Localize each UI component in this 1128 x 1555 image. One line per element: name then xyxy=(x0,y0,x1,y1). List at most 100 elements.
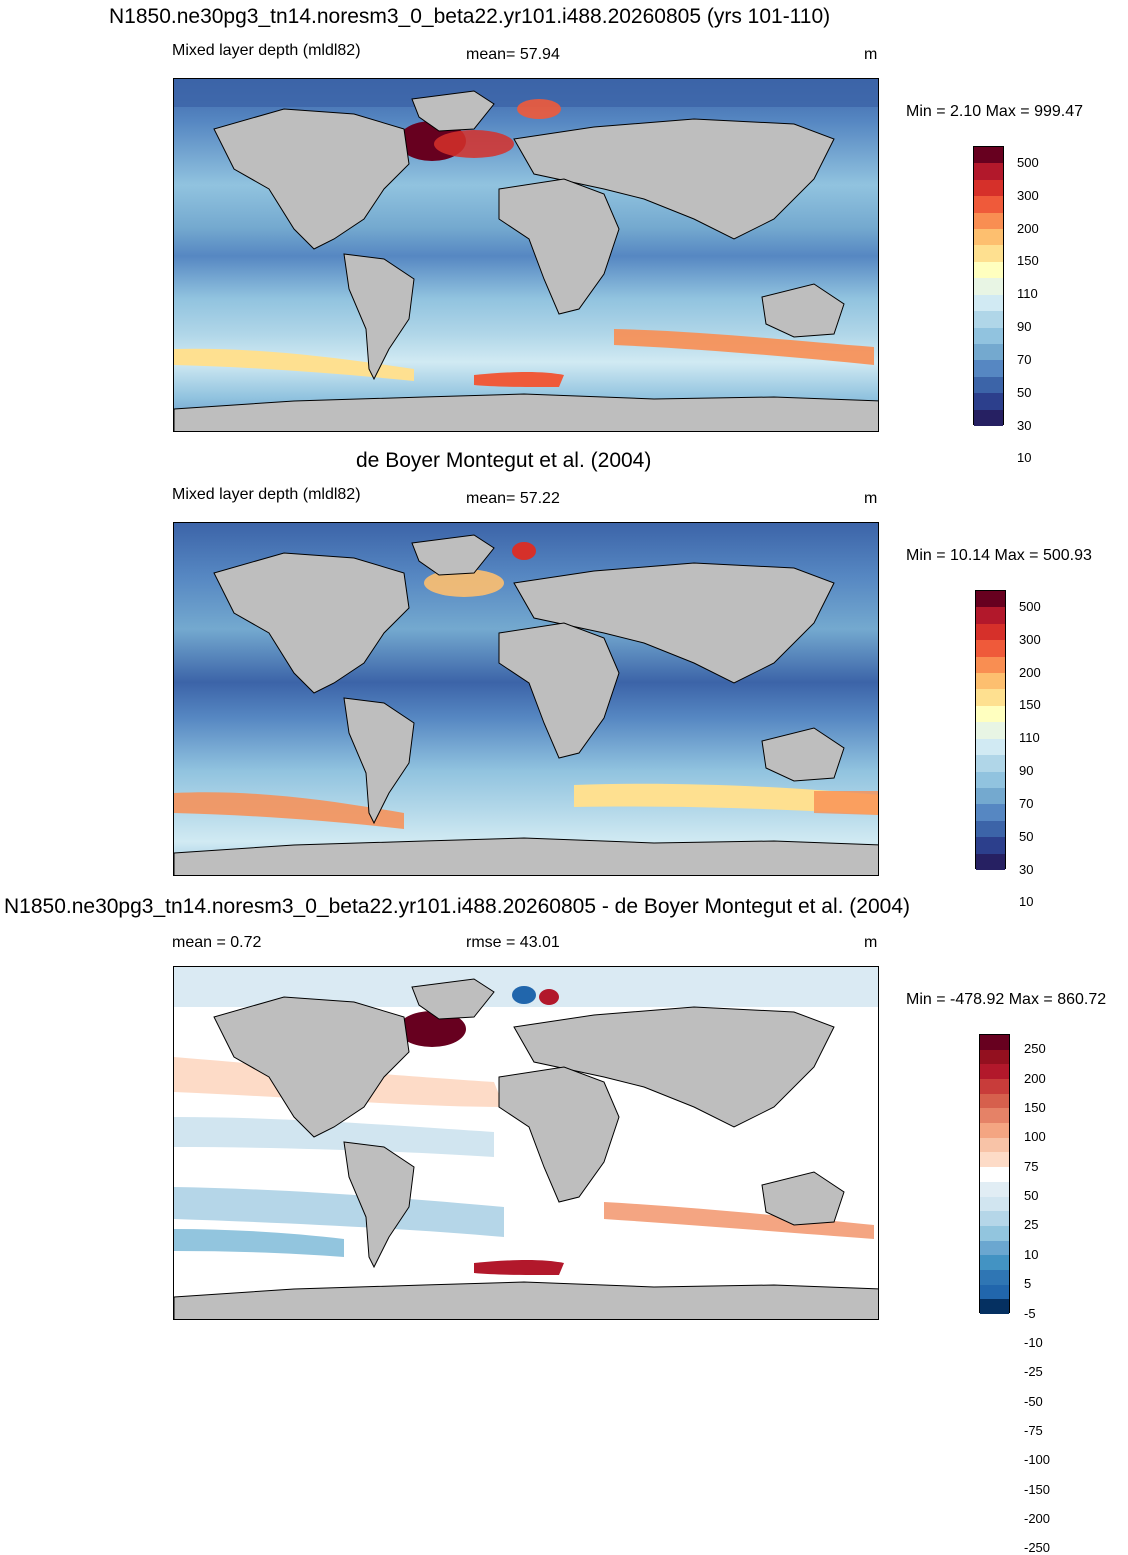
eurasia xyxy=(513,562,835,684)
colorbar-segment xyxy=(976,656,1005,674)
south-pacific-band xyxy=(174,1187,504,1237)
colorbar-segment xyxy=(974,294,1003,312)
panel-3-title: N1850.ne30pg3_tn14.noresm3_0_beta22.yr10… xyxy=(4,895,911,918)
colorbar-tick-label: 50 xyxy=(1024,1188,1039,1204)
colorbar-segment xyxy=(980,1240,1009,1256)
panel-3-mean-label: mean = 0.72 xyxy=(172,934,262,951)
colorbar-tick-label: -25 xyxy=(1024,1364,1043,1380)
panel-1-map xyxy=(173,78,879,432)
panel-3-map xyxy=(173,966,879,1320)
nordic-sea-hotspot xyxy=(517,99,561,119)
colorbar-segment xyxy=(974,393,1003,411)
africa xyxy=(498,1066,620,1203)
australia xyxy=(761,727,845,782)
colorbar-segment xyxy=(974,245,1003,263)
colorbar-tick-label: 50 xyxy=(1017,384,1032,400)
colorbar-segment xyxy=(976,804,1005,822)
colorbar-segment xyxy=(974,278,1003,296)
colorbar-segment xyxy=(980,1152,1009,1168)
colorbar-segment xyxy=(976,722,1005,740)
south-pacific-band xyxy=(174,348,414,381)
colorbar-tick-label: 500 xyxy=(1017,154,1039,170)
panel-1-title: N1850.ne30pg3_tn14.noresm3_0_beta22.yr10… xyxy=(109,5,831,28)
colorbar-segment xyxy=(980,1299,1009,1315)
colorbar-segment xyxy=(980,1137,1009,1153)
colorbar-segment xyxy=(980,1093,1009,1109)
colorbar-segment xyxy=(976,607,1005,625)
colorbar-tick-label: -150 xyxy=(1024,1481,1051,1497)
labrador-sea-hotspot xyxy=(398,1011,466,1047)
south-indian-band xyxy=(604,1202,874,1239)
colorbar-tick-label: -10 xyxy=(1024,1334,1043,1350)
colorbar-segment xyxy=(976,591,1005,608)
south-indian-band xyxy=(614,329,874,365)
panel-3-map-svg xyxy=(174,967,878,1319)
weddell-excess xyxy=(474,1260,564,1275)
colorbar-segment xyxy=(980,1225,1009,1242)
antarctica xyxy=(174,1281,878,1319)
panel-2-title: de Boyer Montegut et al. (2004) xyxy=(356,449,652,472)
colorbar-tick-label: -50 xyxy=(1024,1393,1043,1409)
colorbar-segment xyxy=(974,343,1003,361)
colorbar-segment xyxy=(976,673,1005,690)
colorbar-tick-label: 90 xyxy=(1019,763,1034,779)
colorbar-tick-label: 200 xyxy=(1017,220,1039,236)
panel-2-minmax: Min = 10.14 Max = 500.93 xyxy=(906,547,1092,564)
australia xyxy=(761,283,845,338)
colorbar-segment xyxy=(980,1269,1009,1286)
colorbar-segment xyxy=(980,1196,1009,1212)
colorbar-segment xyxy=(974,196,1003,214)
colorbar-segment xyxy=(980,1108,1009,1124)
panel-2-map-svg xyxy=(174,523,878,875)
panel-1-map-svg xyxy=(174,79,878,431)
panel-3-minmax: Min = -478.92 Max = 860.72 xyxy=(906,991,1107,1008)
weddell-band xyxy=(474,372,564,387)
colorbar-segment xyxy=(974,261,1003,279)
colorbar-segment xyxy=(980,1123,1009,1139)
nordic-sea-deficit xyxy=(512,986,536,1004)
colorbar-segment xyxy=(980,1284,1009,1300)
colorbar-segment xyxy=(980,1049,1009,1065)
eurasia xyxy=(513,118,835,240)
colorbar-segment xyxy=(974,409,1003,427)
colorbar-segment xyxy=(980,1167,1009,1183)
south-america xyxy=(343,697,415,825)
colorbar-tick-label: -100 xyxy=(1024,1452,1051,1468)
colorbar-segment xyxy=(980,1064,1009,1080)
north-america xyxy=(213,996,410,1138)
colorbar-segment xyxy=(974,212,1003,230)
panel-1-minmax: Min = 2.10 Max = 999.47 xyxy=(906,103,1083,120)
colorbar-segment xyxy=(974,179,1003,197)
colorbar-tick-label: 30 xyxy=(1017,417,1032,433)
panel-3-rmse-label: rmse = 43.01 xyxy=(466,934,560,951)
colorbar-segment xyxy=(976,853,1005,871)
greenland xyxy=(411,90,495,132)
colorbar-tick-label: 300 xyxy=(1017,187,1039,203)
southern-band xyxy=(574,783,878,815)
colorbar-tick-label: 150 xyxy=(1017,253,1039,269)
colorbar-segment xyxy=(980,1035,1009,1051)
colorbar-tick-label: 110 xyxy=(1017,286,1038,302)
colorbar-tick-label: 30 xyxy=(1019,861,1034,877)
panel-3-units: m xyxy=(864,934,878,951)
colorbar-segment xyxy=(976,771,1005,789)
colorbar-tick-label: 70 xyxy=(1019,795,1034,811)
colorbar-segment xyxy=(976,837,1005,855)
north-america xyxy=(213,108,410,250)
colorbar-tick-label: 50 xyxy=(1019,828,1034,844)
colorbar-segment xyxy=(974,311,1003,329)
land-masses xyxy=(174,978,878,1319)
panel-2-mean-label: mean= 57.22 xyxy=(466,490,560,507)
colorbar-tick-label: 300 xyxy=(1019,631,1041,647)
colorbar-tick-label: 10 xyxy=(1019,894,1034,910)
greenland xyxy=(411,978,495,1020)
colorbar-tick-label: 100 xyxy=(1024,1129,1046,1145)
south-pacific-band xyxy=(174,792,404,829)
colorbar-tick-label: 10 xyxy=(1024,1246,1039,1262)
land-masses xyxy=(174,534,878,875)
panel-3-colorbar xyxy=(979,1034,1010,1315)
antarctica xyxy=(174,393,878,431)
africa xyxy=(498,178,620,315)
colorbar-tick-label: 10 xyxy=(1017,450,1032,466)
colorbar-tick-label: 150 xyxy=(1019,697,1041,713)
